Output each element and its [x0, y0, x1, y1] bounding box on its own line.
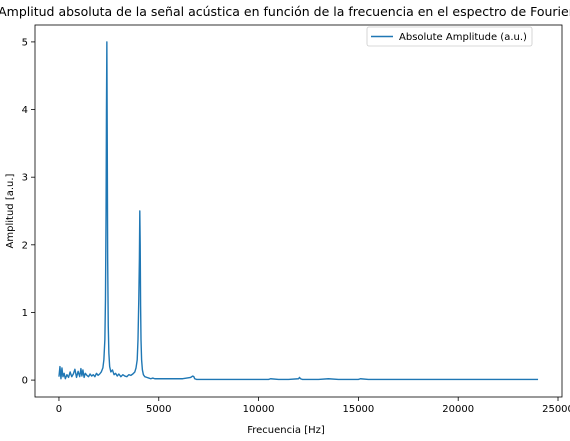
y-tick-label: 3: [22, 173, 28, 184]
series-layer: [59, 42, 538, 380]
x-tick-label: 15000: [342, 404, 374, 415]
y-tick-label: 2: [22, 240, 28, 251]
y-tick-label: 0: [22, 376, 28, 387]
x-axis-label: Frecuencia [Hz]: [247, 425, 325, 436]
x-tick-label: 20000: [442, 404, 474, 415]
y-tick-label: 5: [22, 37, 28, 48]
legend-label: Absolute Amplitude (a.u.): [399, 32, 527, 43]
x-tick-label: 10000: [243, 404, 275, 415]
series-line: [59, 42, 538, 380]
legend: Absolute Amplitude (a.u.): [367, 27, 532, 46]
chart-title: Amplitud absoluta de la señal acústica e…: [0, 4, 570, 19]
x-tick-label: 5000: [146, 404, 171, 415]
y-axis-label: Amplitud [a.u.]: [5, 173, 16, 248]
y-tick-label: 4: [22, 105, 28, 116]
y-axis-ticks: 0 1 2 3 4 5: [22, 37, 35, 386]
x-tick-label: 0: [56, 404, 62, 415]
axes-frame: [35, 25, 562, 397]
y-tick-label: 1: [22, 308, 28, 319]
